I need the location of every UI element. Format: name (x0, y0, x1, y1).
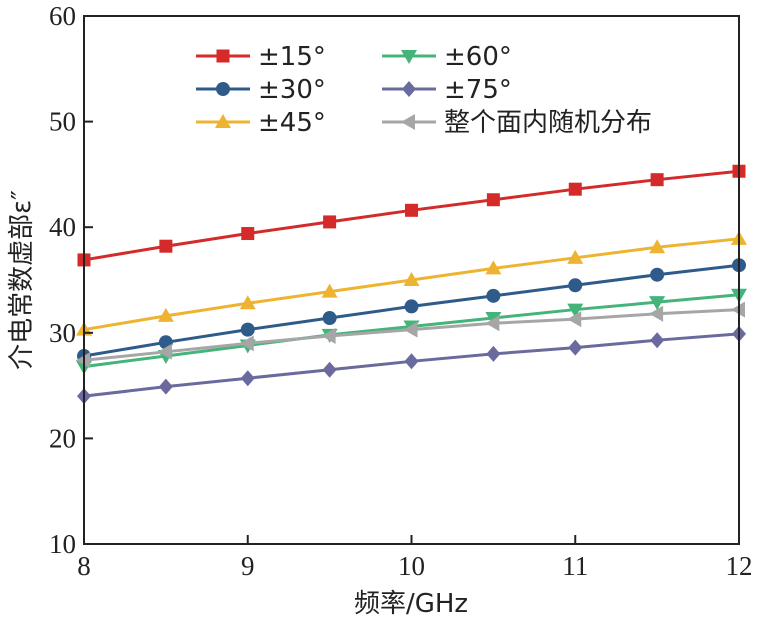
series-5-point (568, 339, 583, 356)
legend-label: ±60° (444, 42, 512, 72)
series-2-point (322, 311, 337, 326)
series-1 (77, 164, 746, 267)
series-6-point (157, 343, 172, 360)
y-tick-label: 60 (49, 1, 76, 31)
series-1-point (405, 203, 418, 217)
series-2-point (240, 322, 255, 337)
series-6-point (567, 311, 582, 328)
series-3-point (239, 295, 256, 310)
series-3 (76, 230, 747, 336)
series-3-point (567, 249, 584, 264)
y-tick-label: 10 (49, 529, 76, 559)
series-5-point (404, 353, 419, 370)
series-1-point (159, 239, 173, 253)
x-tick-label: 12 (726, 551, 753, 581)
legend-marker (401, 50, 417, 64)
series-4-point (567, 303, 584, 318)
series-2 (77, 258, 746, 364)
legend-marker (216, 49, 230, 63)
x-axis-title: 频率/GHz (354, 589, 468, 619)
series-1-point (241, 227, 255, 241)
legend-item-5: ±75° (382, 75, 512, 105)
y-tick-label: 50 (49, 107, 76, 137)
y-tick-label: 40 (49, 212, 76, 242)
legend-marker (401, 114, 415, 130)
y-axis-title: 介电常数虚部ε″ (7, 190, 37, 370)
legend: ±15°±30°±45° ±60°±75°整个面内随机分布 (196, 42, 652, 138)
x-tick-label: 10 (398, 551, 425, 581)
series-2-point (650, 267, 665, 282)
series-3-point (321, 283, 338, 298)
series-6-point (649, 305, 664, 322)
series-5-point (486, 345, 501, 362)
legend-label: ±75° (444, 75, 512, 105)
x-tick-label: 8 (77, 551, 91, 581)
series-3-point (649, 239, 666, 254)
legend-item-3: ±45° (196, 108, 326, 138)
y-tick-label: 20 (49, 423, 76, 453)
legend-item-2: ±30° (196, 75, 326, 105)
legend-marker (402, 81, 416, 97)
series-1-point (568, 182, 582, 196)
series-6-point (239, 335, 254, 352)
legend-item-6: 整个面内随机分布 (382, 108, 652, 138)
series-6-point (403, 321, 418, 338)
series-1-point (323, 215, 337, 229)
legend-item-4: ±60° (382, 42, 512, 72)
series-1-point (486, 193, 500, 207)
series-3-point (485, 260, 502, 275)
series-2-point (404, 299, 419, 314)
series-6-point (321, 327, 336, 344)
legend-label: 整个面内随机分布 (444, 108, 652, 138)
x-tick-label: 11 (562, 551, 588, 581)
series-6-point (485, 315, 500, 332)
legend-marker (216, 82, 230, 96)
ticks-layer: 8 9 10 11 12 10 20 30 40 50 60 (49, 1, 753, 581)
series-5-point (240, 370, 255, 387)
legend-label: ±45° (258, 108, 326, 138)
legend-marker (215, 114, 231, 128)
series-5-point (650, 332, 665, 349)
series-2-point (568, 278, 583, 293)
series-5-point (158, 378, 173, 395)
series-3-point (403, 272, 420, 286)
series-layer (76, 164, 747, 405)
series-4-point (649, 296, 666, 311)
series-3-point (157, 307, 174, 322)
series-5-point (322, 361, 337, 378)
series-1-point (650, 173, 664, 187)
legend-item-1: ±15° (196, 42, 326, 72)
series-2-point (486, 288, 501, 303)
legend-label: ±30° (258, 75, 326, 105)
series-5 (77, 325, 746, 405)
legend-label: ±15° (258, 42, 326, 72)
x-tick-label: 9 (241, 551, 255, 581)
y-tick-label: 30 (49, 318, 76, 348)
